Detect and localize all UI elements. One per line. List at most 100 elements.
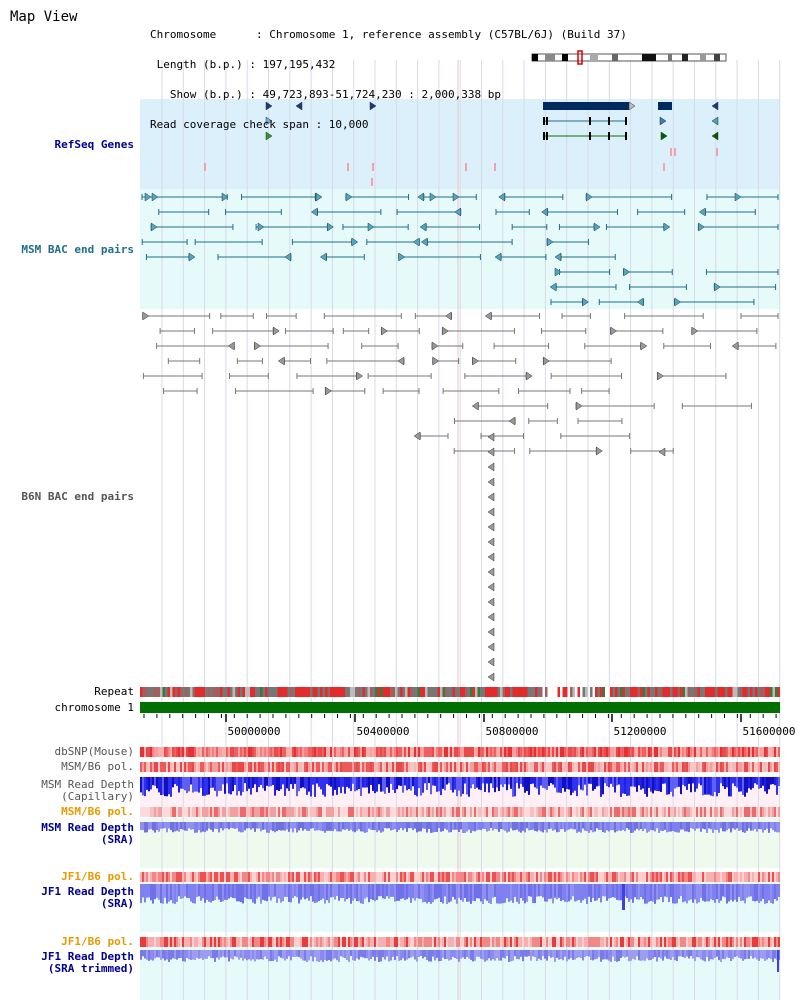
jf1-pol2-cell [302,937,304,947]
msm-pol2-cell [322,807,324,817]
dbsnp-cell [622,747,624,757]
bac-end-arrow [593,222,601,232]
msm-cap-depth-bar [330,777,332,787]
jf1-trim-depth-bar [660,950,662,959]
jf1-sra-depth-bar [240,884,242,903]
msm-pol2-cell [708,807,710,817]
jf1-sra-depth-bar [232,884,234,898]
msm-pol-cell [258,762,260,772]
jf1-trim-depth-bar [368,950,370,961]
dbsnp-cell [728,747,730,757]
jf1-sra-depth-bar [666,884,668,898]
jf1-sra-depth-bar [358,884,360,902]
msm-cap-depth-bar [210,777,212,789]
msm-pol2-cell [260,807,262,817]
dbsnp-cell [172,747,174,757]
jf1-pol2-cell [508,937,510,947]
dbsnp-cell [630,747,632,757]
msm-pol-cell [170,762,172,772]
jf1-pol2-cell [602,937,604,947]
jf1-pol2-cell [498,937,500,947]
jf1-pol2-cell [490,937,492,947]
repeat-segment [350,687,353,697]
msm-cap-depth-bar [438,777,440,792]
jf1-pol-cell [758,872,760,882]
jf1-pol2-cell [514,937,516,947]
repeat-segment [322,687,325,697]
dbsnp-cell [534,747,536,757]
bac-end-arrow [445,311,452,321]
msm-sra-depth-bar [344,822,346,830]
jf1-sra-depth-bar [634,884,636,898]
msm-sra-depth-bar [298,822,300,831]
msm-cap-depth-bar [214,777,216,791]
dbsnp-cell [320,747,322,757]
msm-cap-depth-bar [642,777,644,789]
msm-cap-depth-bar [310,777,312,797]
msm-pol-cell [444,762,446,772]
track-label-refseq[interactable]: RefSeq Genes [54,138,134,151]
msm-cap-depth-bar [410,777,412,791]
msm-cap-depth-bar [150,777,152,790]
dbsnp-cell [754,747,756,757]
track-label-msm-bac[interactable]: MSM BAC end pairs [21,243,134,256]
msm-pol2-cell [564,807,566,817]
jf1-pol2-cell [350,937,352,947]
msm-cap-depth-bar [246,777,248,792]
dbsnp-cell [720,747,722,757]
msm-pol-cell [192,762,194,772]
msm-cap-depth-bar [354,777,356,792]
msm-pol2-cell [644,807,646,817]
jf1-pol-cell [524,872,526,882]
msm-cap-depth-bar [172,777,174,788]
repeat-segment [767,687,770,697]
msm-cap-depth-bar [400,777,402,786]
msm-cap-depth-bar [602,777,604,795]
msm-pol2-cell [350,807,352,817]
jf1-pol-cell [582,872,584,882]
msm-pol2-cell [476,807,478,817]
repeat-segment [287,687,290,697]
msm-pol2-cell [538,807,540,817]
dbsnp-cell [224,747,226,757]
msm-pol2-cell [704,807,706,817]
jf1-pol-cell [716,872,718,882]
repeat-segment [495,687,498,697]
msm-cap-depth-bar [672,777,674,797]
jf1-sra-depth-bar [394,884,396,902]
msm-pol2-cell [758,807,760,817]
refseq-snp-mark [465,163,467,171]
msm-sra-depth-bar [478,822,480,830]
repeat-segment [715,687,718,697]
jf1-trim-depth-bar [430,950,432,962]
msm-cap-depth-bar [264,777,266,791]
dbsnp-cell [186,747,188,757]
dbsnp-cell [538,747,540,757]
jf1-pol2-cell [412,937,414,947]
track-label-b6n-bac[interactable]: B6N BAC end pairs [21,490,134,503]
msm-sra-depth-bar [566,822,568,831]
jf1-pol-cell [598,872,600,882]
jf1-pol2-cell [420,937,422,947]
jf1-pol-cell [426,872,428,882]
dbsnp-cell [264,747,266,757]
repeat-segment [142,687,145,697]
msm-sra-depth-bar [534,822,536,831]
jf1-pol2-cell [390,937,392,947]
jf1-pol-cell [606,872,608,882]
msm-pol-cell [292,762,294,772]
jf1-pol-cell [388,872,390,882]
msm-sra-depth-bar [440,822,442,832]
msm-pol2-cell [746,807,748,817]
jf1-trim-depth-bar [676,950,678,962]
jf1-pol-cell [572,872,574,882]
msm-sra-depth-bar [340,822,342,832]
jf1-trim-depth-bar [636,950,638,957]
msm-pol-cell [636,762,638,772]
dbsnp-cell [730,747,732,757]
msm-pol2-cell [196,807,198,817]
msm-pol2-cell [724,807,726,817]
jf1-trim-depth-bar [202,950,204,961]
bac-end-arrow [150,222,158,232]
